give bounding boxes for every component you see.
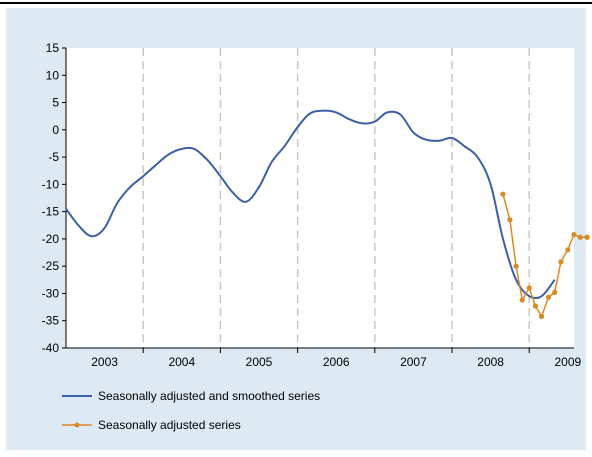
x-tick-label: 2005 — [246, 355, 273, 369]
series-point-adjusted — [513, 263, 519, 269]
series-point-adjusted — [571, 231, 577, 238]
series-point-adjusted — [577, 234, 583, 240]
series-point-adjusted — [552, 289, 558, 295]
series-point-adjusted — [532, 303, 538, 309]
series-point-adjusted — [500, 191, 506, 197]
y-tick-label: 5 — [52, 96, 59, 110]
x-tick-label: 2009 — [554, 355, 581, 369]
series-point-adjusted — [558, 259, 564, 265]
series-point-adjusted — [507, 217, 513, 223]
series-point-adjusted — [519, 297, 525, 303]
y-tick-label: -40 — [42, 341, 60, 355]
y-tick-label: -25 — [42, 259, 60, 273]
series-point-adjusted — [545, 294, 552, 300]
y-tick-label: -15 — [42, 205, 60, 219]
series-point-adjusted — [538, 313, 545, 319]
plot-layer: 15 10 5 0 -5 -10 -15 -20 -25 -30 -35 -40 2003 2004 200… — [42, 41, 590, 369]
y-tick-label: -5 — [48, 150, 59, 164]
x-tick-label: 2007 — [400, 355, 427, 369]
x-tick-label: 2006 — [323, 355, 350, 369]
plot-area — [66, 48, 574, 348]
top-border — [0, 2, 592, 4]
series-point-adjusted — [526, 285, 532, 291]
y-tick-label: 15 — [46, 41, 60, 55]
y-tick-label: -35 — [42, 314, 60, 328]
legend-label-smoothed: Seasonally adjusted and smoothed series — [98, 389, 320, 403]
series-line-smoothed — [65, 109, 556, 300]
x-tick-label: 2004 — [168, 355, 195, 369]
y-tick-label: -20 — [42, 232, 60, 246]
legend-label-adjusted: Seasonally adjusted series — [98, 418, 241, 432]
legend-swatch-adjusted-marker — [74, 422, 80, 428]
y-tick-label: 0 — [52, 123, 59, 137]
x-tick-label: 2003 — [91, 355, 118, 369]
y-tick-label: -30 — [42, 286, 60, 300]
y-tick-label: 10 — [46, 68, 60, 82]
series-line-adjusted — [502, 194, 588, 319]
legend: Seasonally adjusted and smoothed series … — [62, 389, 320, 432]
x-tick-label: 2008 — [477, 355, 504, 369]
y-tick-label: -10 — [42, 177, 60, 191]
series-point-adjusted — [584, 234, 590, 240]
series-point-adjusted — [565, 247, 571, 253]
